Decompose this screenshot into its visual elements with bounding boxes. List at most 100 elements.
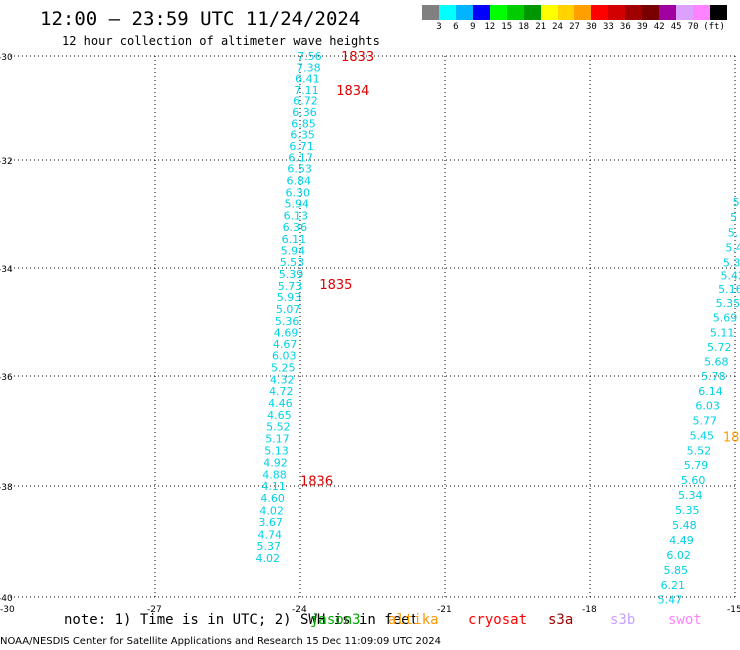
wave-height-label: 5	[730, 211, 737, 224]
wave-height-label: 6.84	[286, 175, 311, 188]
wave-height-label: 5.11	[710, 326, 735, 339]
colorbar-swatch	[489, 5, 507, 20]
wave-height-label: 5.52	[266, 421, 291, 434]
x-tick-label: -18	[582, 605, 597, 615]
wave-height-label: 4.67	[273, 338, 298, 351]
satellite-legend-item: cryosat	[468, 612, 528, 628]
colorbar-label: 6	[453, 22, 459, 32]
wave-height-label: 5.37	[257, 540, 282, 553]
wave-height-label: 4.46	[268, 397, 293, 410]
wave-height-label: 5.34	[678, 489, 703, 502]
wave-height-label: 5.79	[684, 459, 709, 472]
y-tick-label: -34	[0, 265, 13, 275]
wave-height-label: 5.45	[690, 429, 715, 442]
wave-height-label: 5.16	[718, 283, 740, 296]
wave-height-label: 4.72	[269, 385, 294, 398]
colorbar-label: 12	[484, 22, 496, 32]
wave-height-label: 6.14	[698, 385, 723, 398]
colorbar-labels: 3 6 9 12 15 18 21 24 27 30 33 36 39 42 45 70 (ft)	[422, 22, 740, 34]
colorbar-swatch	[540, 5, 558, 20]
colorbar-swatch	[676, 5, 693, 20]
wave-height-label: 5.17	[265, 433, 290, 446]
wave-height-label: 5.52	[687, 444, 712, 457]
x-tick-label: -15	[727, 605, 740, 615]
wave-height-label: 5.35	[716, 297, 740, 310]
wave-height-label: 6.35	[290, 129, 315, 142]
time-label: 1834	[336, 84, 369, 99]
wave-height-label: 4.02	[256, 552, 280, 565]
colorbar-label: 36	[619, 22, 631, 32]
colorbar-legend	[422, 5, 727, 20]
colorbar-swatch	[693, 5, 710, 20]
satellite-legend-item: altika	[388, 612, 439, 628]
wave-height-label: 6.03	[272, 349, 297, 362]
y-tick-label: -32	[0, 157, 13, 167]
wave-height-label: 5.25	[271, 361, 296, 374]
satellite-legend-item: swot	[668, 612, 702, 628]
wave-height-label: 3.67	[258, 516, 283, 529]
wave-height-label: 5.	[728, 226, 739, 239]
wave-height-label: 7.38	[296, 61, 321, 74]
wave-height-label: 5.72	[707, 341, 732, 354]
wave-height-label: 7.56	[297, 50, 322, 63]
wave-height-label: 4.60	[260, 492, 285, 505]
wave-height-label: 4.74	[257, 528, 282, 541]
colorbar-swatch	[557, 5, 575, 20]
wave-height-label: 6.30	[286, 186, 311, 199]
colorbar-swatch	[472, 5, 490, 20]
colorbar-label: 45	[670, 22, 682, 32]
wave-height-label: 4.49	[669, 534, 694, 547]
wave-height-label: 5.94	[281, 245, 306, 258]
time-label: 1833	[341, 50, 374, 65]
time-label: 1835	[319, 278, 352, 293]
wave-height-label: 5.07	[276, 303, 301, 316]
wave-height-label: 6.72	[293, 95, 318, 108]
wave-height-label: 5.48	[672, 519, 697, 532]
wave-height-label: 4.65	[267, 409, 292, 422]
wave-height-label: 5.73	[278, 280, 303, 293]
x-tick-label: -27	[147, 605, 162, 615]
wave-height-label: 5.94	[285, 198, 310, 211]
wave-height-label: 4.32	[270, 373, 295, 386]
colorbar-swatch	[422, 5, 439, 20]
chart-subtitle: 12 hour collection of altimeter wave hei…	[62, 34, 380, 48]
wave-height-label: 6.41	[295, 72, 320, 85]
wave-height-label: 5.	[733, 196, 740, 209]
wave-height-label: 5.69	[713, 312, 738, 325]
y-tick-label: -30	[0, 53, 13, 63]
colorbar-label: (ft)	[703, 22, 725, 32]
colorbar-swatch	[506, 5, 524, 20]
colorbar-swatch	[709, 5, 727, 20]
wave-height-label: 5.3	[723, 257, 740, 270]
chart-title: 12:00 – 23:59 UTC 11/24/2024	[40, 8, 361, 30]
wave-height-label: 5.4	[725, 241, 740, 254]
colorbar-swatch	[659, 5, 677, 20]
wave-height-label: 5.85	[663, 564, 688, 577]
colorbar-label: 3	[436, 22, 442, 32]
x-tick-label: -24	[292, 605, 307, 615]
wave-height-label: 5.39	[279, 268, 304, 281]
wave-height-label: 4.88	[262, 468, 287, 481]
x-tick-label: -21	[437, 605, 452, 615]
wave-height-label: 6.02	[666, 549, 691, 562]
wave-height-label: 6.36	[283, 221, 308, 234]
satellite-legend-item: s3a	[548, 612, 574, 628]
colorbar-swatch	[455, 5, 473, 20]
wave-height-label: 4.11	[261, 480, 286, 493]
colorbar-swatch	[591, 5, 609, 20]
wave-height-label: 5.78	[701, 370, 726, 383]
wave-height-label: 6.36	[292, 106, 317, 119]
colorbar-label: 70	[687, 22, 699, 32]
colorbar-label: 21	[535, 22, 547, 32]
colorbar-swatch	[438, 5, 456, 20]
colorbar-label: 15	[501, 22, 513, 32]
y-tick-label: -38	[0, 483, 13, 493]
time-label: 1836	[300, 475, 333, 490]
colorbar-label: 30	[586, 22, 597, 32]
colorbar-label: 9	[470, 22, 476, 32]
wave-height-label: 5.13	[264, 444, 289, 457]
wave-height-label: 5.68	[704, 355, 729, 368]
wave-height-label: 5.36	[275, 315, 300, 328]
colorbar-label: 39	[636, 22, 648, 32]
